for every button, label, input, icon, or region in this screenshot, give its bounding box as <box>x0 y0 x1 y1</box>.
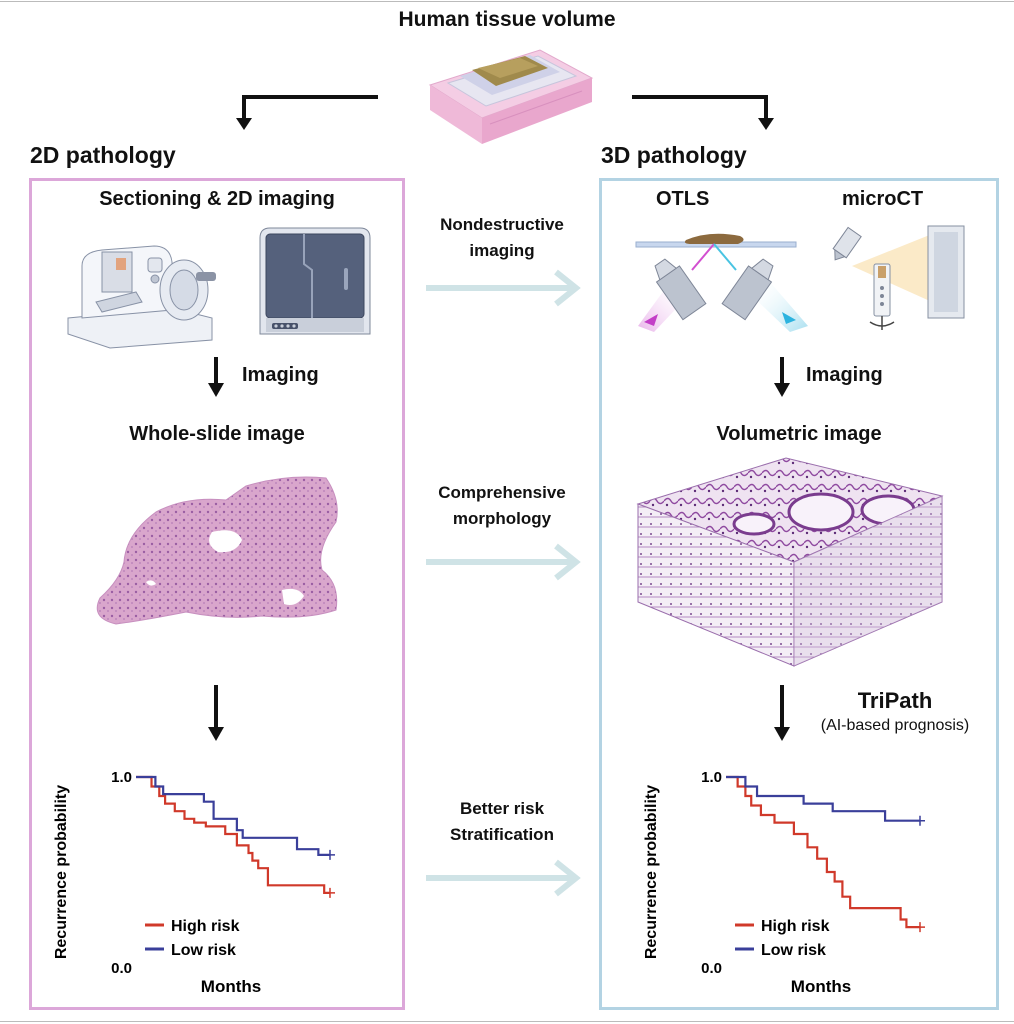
right-imaging-label: Imaging <box>806 364 883 386</box>
chart-2d-legend-low: Low risk <box>171 942 236 959</box>
tripath-subtitle: (AI-based prognosis) <box>820 717 970 734</box>
km-censor-mark-low-risk <box>915 815 925 826</box>
figure-header-title: Human tissue volume <box>398 8 616 31</box>
chart-2d-ytick-bottom: 0.0 <box>111 960 132 977</box>
mid-arrow-3-line1: Better risk <box>459 799 545 818</box>
left-imaging-label: Imaging <box>242 364 319 386</box>
km-curve-low-risk <box>136 775 330 856</box>
chart-2d-xlabel: Months <box>201 977 261 996</box>
bottom-rule <box>0 1021 1014 1022</box>
arrow-to-2d <box>236 95 378 130</box>
microct-label: microCT <box>842 188 924 210</box>
km-curve-low-risk <box>726 775 920 822</box>
mid-arrow-2-label: Comprehensive morphology <box>412 480 592 532</box>
volumetric-image <box>636 457 944 667</box>
tripath-arrow <box>774 685 790 741</box>
otls-illustration <box>635 233 808 332</box>
panel-3d-pathology <box>599 178 999 1010</box>
km-censor-mark-high-risk <box>325 887 335 898</box>
mid-arrow-2-line2: morphology <box>452 509 552 528</box>
mid-arrow-1-line2: imaging <box>469 241 535 260</box>
sectioning-title: Sectioning & 2D imaging <box>99 188 335 210</box>
arrow-to-3d <box>632 95 774 130</box>
whole-slide-image <box>96 476 338 625</box>
panel-2d-pathology <box>29 178 405 1010</box>
heading-2d-pathology: 2D pathology <box>30 142 176 168</box>
volumetric-title: Volumetric image <box>716 423 882 445</box>
mid-arrow-2-line1: Comprehensive <box>438 483 566 502</box>
chart-2d-ylabel: Recurrence probability <box>53 785 70 959</box>
chart-3d-xlabel: Months <box>791 977 851 996</box>
mid-arrow-3 <box>426 859 581 897</box>
chart-2d-ytick-top: 1.0 <box>111 769 132 786</box>
km-censor-mark-low-risk <box>325 849 335 860</box>
chart-3d-legend-low: Low risk <box>761 942 826 959</box>
mid-arrow-3-line2: Stratification <box>450 825 554 844</box>
mid-arrow-1-line1: Nondestructive <box>440 215 564 234</box>
right-imaging-arrow <box>774 357 790 397</box>
chart-3d-ylabel: Recurrence probability <box>643 785 660 959</box>
microct-illustration <box>832 225 965 330</box>
left-imaging-arrow <box>208 357 224 397</box>
chart-2d-legend-high: High risk <box>171 918 240 935</box>
tripath-label: TriPath <box>857 688 933 713</box>
mid-arrow-3-label: Better risk Stratification <box>412 796 592 848</box>
slide-scanner-illustration <box>259 227 371 335</box>
km-chart-2d: 1.0 0.0 Recurrence probability Months Hi… <box>53 769 335 996</box>
km-chart-3d: 1.0 0.0 Recurrence probability Months Hi… <box>643 769 925 996</box>
chart-3d-ytick-top: 1.0 <box>701 769 722 786</box>
whole-slide-title: Whole-slide image <box>129 423 305 445</box>
mid-arrow-1 <box>426 269 581 307</box>
chart-3d-legend-high: High risk <box>761 918 830 935</box>
top-rule <box>0 1 1014 2</box>
left-chart-arrow <box>208 685 224 741</box>
mid-arrow-2 <box>426 543 581 581</box>
otls-label: OTLS <box>656 188 710 210</box>
microtome-illustration <box>67 245 216 349</box>
km-censor-mark-high-risk <box>915 922 925 933</box>
chart-3d-ytick-bottom: 0.0 <box>701 960 722 977</box>
heading-3d-pathology: 3D pathology <box>601 142 747 168</box>
km-curve-high-risk <box>726 775 920 929</box>
km-curve-high-risk <box>136 775 330 894</box>
tissue-cassette-illustration <box>428 49 594 144</box>
mid-arrow-1-label: Nondestructive imaging <box>412 212 592 264</box>
